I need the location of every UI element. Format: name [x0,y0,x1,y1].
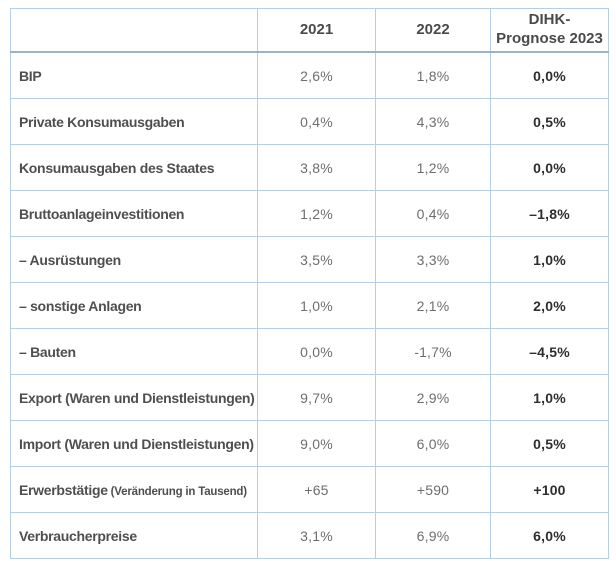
table-row: – sonstige Anlagen 1,0% 2,1% 2,0% [10,282,609,329]
value-prognose-2023-cell: 1,0% [490,374,609,421]
value-2022-cell: 6,0% [375,420,491,467]
value-2022-cell: 0,4% [375,190,491,237]
value-prognose-2023-cell: 0,0% [490,144,609,191]
row-label-cell: Import (Waren und Dienstleistungen) [10,420,258,467]
table-header: 2021 2022 DIHK-Prognose 2023 [10,8,609,53]
value-prognose-2023-cell: 1,0% [490,236,609,283]
table-row: Bruttoanlageinvestitionen 1,2% 0,4% –1,8% [10,190,609,237]
value-2021-cell: 9,0% [257,420,376,467]
row-label-note: (Veränderung in Tausend) [107,485,247,498]
table-row: Verbraucherpreise 3,1% 6,9% 6,0% [10,512,609,559]
value-2022-cell: 3,3% [375,236,491,283]
row-label-cell: – sonstige Anlagen [10,282,258,329]
row-label-cell: Export (Waren und Dienstleistungen) [10,374,258,421]
header-row: 2021 2022 DIHK-Prognose 2023 [10,8,609,53]
value-2022-cell: 2,9% [375,374,491,421]
value-2021-cell: 3,8% [257,144,376,191]
value-prognose-2023-cell: 0,5% [490,98,609,145]
table-row: Import (Waren und Dienstleistungen) 9,0% 6… [10,420,609,467]
row-label-cell: BIP [10,51,258,99]
row-label-cell: Bruttoanlageinvestitionen [10,190,258,237]
forecast-table-container: 2021 2022 DIHK-Prognose 2023 BIP 2,6% 1,8%… [10,8,609,559]
header-cell-2021: 2021 [257,8,376,53]
value-2022-cell: 1,2% [375,144,491,191]
table-row: Private Konsumausgaben 0,4% 4,3% 0,5% [10,98,609,145]
value-2022-cell: -1,7% [375,328,491,375]
value-2021-cell: 9,7% [257,374,376,421]
row-label-cell: Konsumausgaben des Staates [10,144,258,191]
table-row: Konsumausgaben des Staates 3,8% 1,2% 0,0% [10,144,609,191]
value-2022-cell: 2,1% [375,282,491,329]
row-label-cell: Verbraucherpreise [10,512,258,559]
table-row: – Ausrüstungen 3,5% 3,3% 1,0% [10,236,609,283]
table-row: Export (Waren und Dienstleistungen) 9,7% 2… [10,374,609,421]
table-row: BIP 2,6% 1,8% 0,0% [10,51,609,99]
header-cell-2022: 2022 [375,8,491,53]
value-2021-cell: 0,4% [257,98,376,145]
row-label-cell: – Bauten [10,328,258,375]
value-2021-cell: 2,6% [257,51,376,99]
forecast-table: 2021 2022 DIHK-Prognose 2023 BIP 2,6% 1,8%… [10,8,609,559]
table-row: Erwerbstätige (Veränderung in Tausend) +6… [10,466,609,513]
value-prognose-2023-cell: 0,0% [490,51,609,99]
value-2021-cell: 3,1% [257,512,376,559]
row-label-cell: Erwerbstätige (Veränderung in Tausend) [10,466,258,513]
value-2021-cell: 0,0% [257,328,376,375]
table-body: BIP 2,6% 1,8% 0,0% Private Konsumausgaben 0,4… [10,51,609,559]
value-2021-cell: 1,2% [257,190,376,237]
value-2022-cell: +590 [375,466,491,513]
row-label-cell: Private Konsumausgaben [10,98,258,145]
header-cell-empty [10,8,258,53]
value-2022-cell: 6,9% [375,512,491,559]
value-2022-cell: 1,8% [375,51,491,99]
value-prognose-2023-cell: 0,5% [490,420,609,467]
value-prognose-2023-cell: –1,8% [490,190,609,237]
value-prognose-2023-cell: 2,0% [490,282,609,329]
value-2021-cell: +65 [257,466,376,513]
value-prognose-2023-cell: +100 [490,466,609,513]
value-2021-cell: 1,0% [257,282,376,329]
row-label-cell: – Ausrüstungen [10,236,258,283]
value-prognose-2023-cell: –4,5% [490,328,609,375]
header-cell-prognose-2023: DIHK-Prognose 2023 [490,8,609,53]
value-2021-cell: 3,5% [257,236,376,283]
value-2022-cell: 4,3% [375,98,491,145]
table-row: – Bauten 0,0% -1,7% –4,5% [10,328,609,375]
value-prognose-2023-cell: 6,0% [490,512,609,559]
